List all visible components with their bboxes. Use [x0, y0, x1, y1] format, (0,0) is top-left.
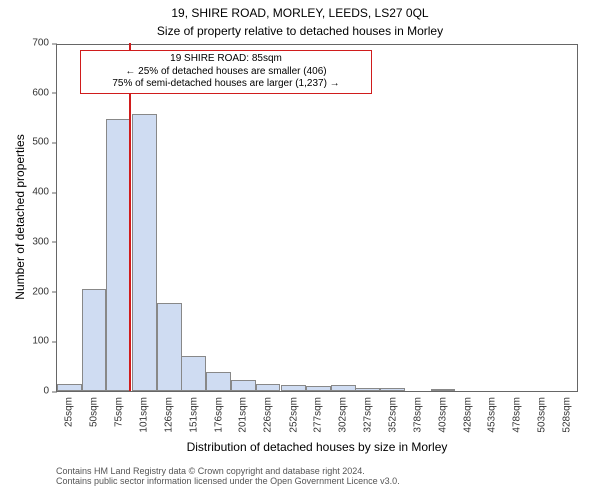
y-tick-label: 100: [32, 336, 57, 347]
x-tick-label: 126sqm: [164, 397, 175, 433]
histogram-plot-area: 0100200300400500600700 25sqm50sqm75sqm10…: [56, 44, 578, 392]
histogram-bar: [306, 386, 331, 391]
x-tick-label: 428sqm: [462, 397, 473, 433]
x-tick-label: 503sqm: [536, 397, 547, 433]
chart-title-address: 19, SHIRE ROAD, MORLEY, LEEDS, LS27 0QL: [0, 6, 600, 20]
x-tick-label: 327sqm: [362, 397, 373, 433]
x-tick-label: 226sqm: [263, 397, 274, 433]
annotation-line-2: ← 25% of detached houses are smaller (40…: [87, 66, 365, 79]
property-size-reference-line: [129, 43, 131, 391]
y-tick-label: 700: [32, 38, 57, 49]
y-tick-label: 500: [32, 137, 57, 148]
property-annotation-box: 19 SHIRE ROAD: 85sqm ← 25% of detached h…: [80, 50, 372, 94]
x-tick-label: 176sqm: [213, 397, 224, 433]
y-tick-label: 0: [43, 386, 57, 397]
histogram-bar: [157, 303, 182, 391]
histogram-bar: [281, 385, 306, 391]
y-tick-label: 200: [32, 286, 57, 297]
histogram-bar: [181, 356, 206, 391]
y-tick-label: 300: [32, 236, 57, 247]
histogram-bar: [355, 388, 380, 391]
y-tick-label: 400: [32, 187, 57, 198]
x-tick-label: 378sqm: [413, 397, 424, 433]
annotation-line-1: 19 SHIRE ROAD: 85sqm: [87, 53, 365, 66]
x-axis-label: Distribution of detached houses by size …: [56, 440, 578, 454]
histogram-bar: [256, 384, 281, 391]
histogram-bar: [206, 372, 231, 391]
footnote-attribution: Contains HM Land Registry data © Crown c…: [56, 466, 400, 486]
x-tick-label: 453sqm: [487, 397, 498, 433]
x-tick-label: 528sqm: [561, 397, 572, 433]
x-tick-label: 75sqm: [113, 397, 124, 427]
chart-title-description: Size of property relative to detached ho…: [0, 24, 600, 38]
histogram-bar: [231, 380, 256, 391]
histogram-bar: [57, 384, 82, 391]
x-tick-label: 151sqm: [188, 397, 199, 433]
x-tick-label: 302sqm: [338, 397, 349, 433]
x-tick-label: 50sqm: [89, 397, 100, 427]
x-tick-label: 403sqm: [438, 397, 449, 433]
x-tick-label: 252sqm: [288, 397, 299, 433]
histogram-bar: [132, 114, 157, 391]
x-tick-label: 478sqm: [512, 397, 523, 433]
annotation-line-3: 75% of semi-detached houses are larger (…: [87, 78, 365, 91]
x-tick-label: 101sqm: [139, 397, 150, 433]
histogram-bar: [431, 389, 456, 391]
histogram-bar: [82, 289, 107, 391]
page-root: 19, SHIRE ROAD, MORLEY, LEEDS, LS27 0QL …: [0, 0, 600, 500]
y-tick-label: 600: [32, 87, 57, 98]
x-tick-label: 277sqm: [313, 397, 324, 433]
histogram-bar: [331, 385, 356, 391]
x-tick-label: 352sqm: [387, 397, 398, 433]
histogram-bar: [380, 388, 405, 391]
histogram-bar: [106, 119, 131, 391]
x-tick-label: 25sqm: [64, 397, 75, 427]
y-axis-label: Number of detached properties: [13, 57, 27, 377]
x-tick-label: 201sqm: [238, 397, 249, 433]
